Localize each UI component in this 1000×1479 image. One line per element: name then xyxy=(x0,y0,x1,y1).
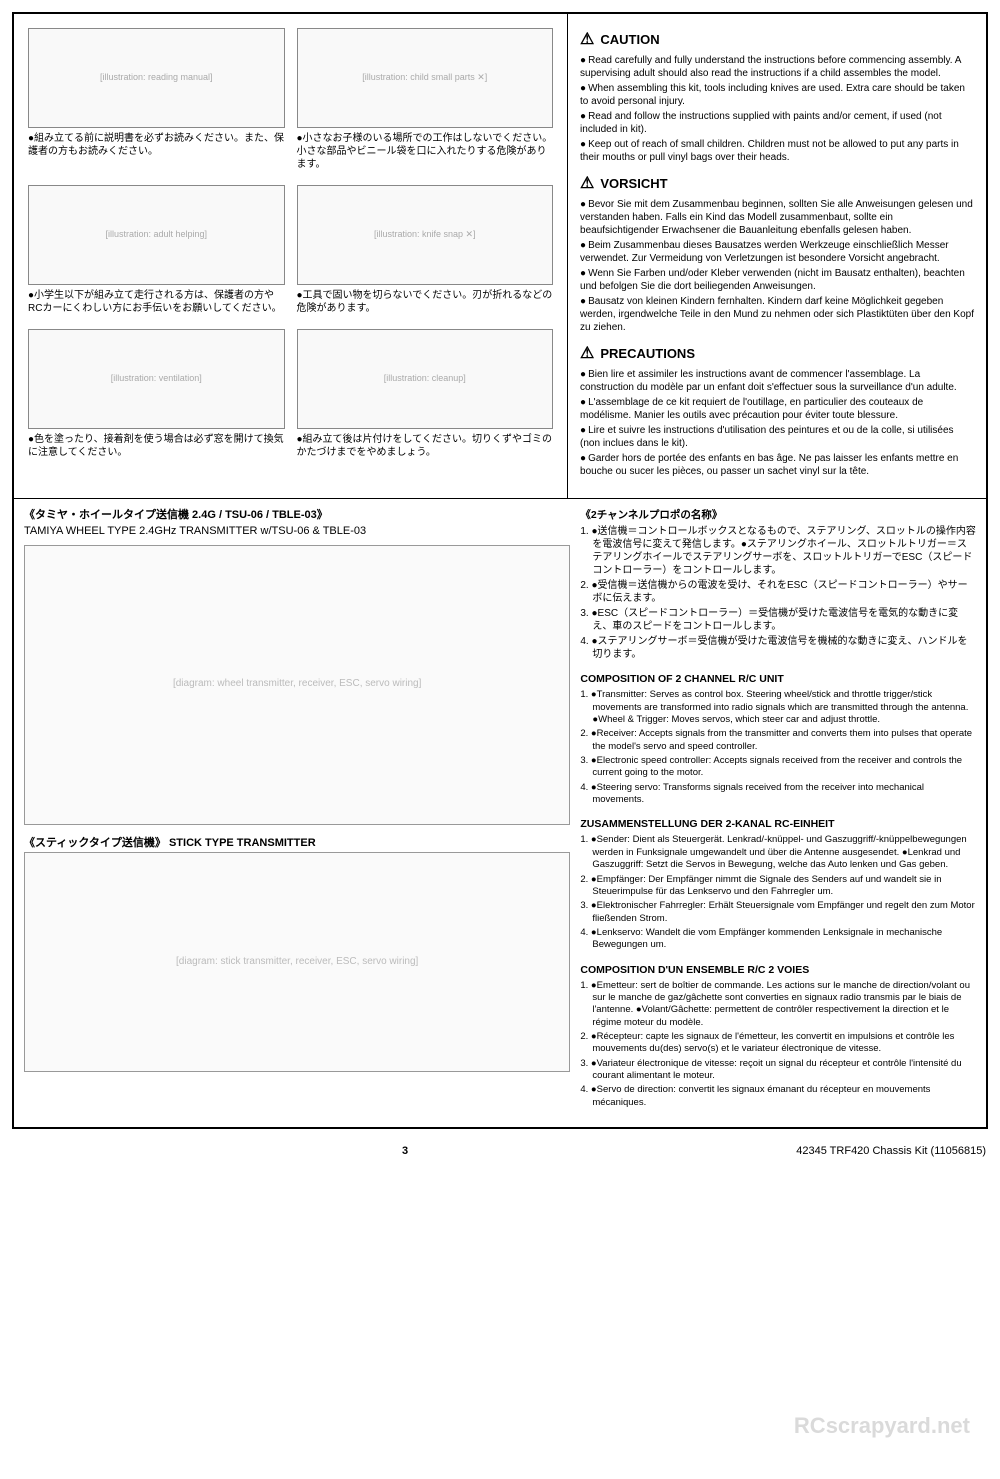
illus-cell-3: [illustration: knife snap ✕] ●工具で固い物を切らな… xyxy=(291,181,560,325)
illus-caption-5: ●組み立て後は片付けをしてください。切りくずやゴミのかたづけまでをやめましょう。 xyxy=(297,433,554,459)
diagrams-column: 《タミヤ・ホイールタイプ送信機 2.4G / TSU-06 / TBLE-03》… xyxy=(24,509,570,1121)
comp-fr-3: 4. ●Servo de direction: convertit les si… xyxy=(580,1084,976,1109)
illus-cell-5: [illustration: cleanup] ●組み立て後は片付けをしてくださ… xyxy=(291,325,560,469)
comp-jp-list: 1. ●送信機＝コントロールボックスとなるもので、ステアリング、スロットルの操作… xyxy=(580,525,976,661)
comp-de-0: 1. ●Sender: Dient als Steuergerät. Lenkr… xyxy=(580,834,976,871)
illus-img-1: [illustration: child small parts ✕] xyxy=(297,28,554,128)
stick-tx-diagram: [diagram: stick transmitter, receiver, E… xyxy=(24,852,570,1072)
illus-img-4: [illustration: ventilation] xyxy=(28,329,285,429)
caution-item-3: Keep out of reach of small children. Chi… xyxy=(580,138,974,164)
wheel-tx-title-jp: 《タミヤ・ホイールタイプ送信機 2.4G / TSU-06 / TBLE-03》 xyxy=(24,509,570,523)
vorsicht-body: Bevor Sie mit dem Zusammenbau beginnen, … xyxy=(580,198,974,334)
comp-en-title: COMPOSITION OF 2 CHANNEL R/C UNIT xyxy=(580,673,976,686)
illus-cell-4: [illustration: ventilation] ●色を塗ったり、接着剤を… xyxy=(22,325,291,469)
comp-en-0: 1. ●Transmitter: Serves as control box. … xyxy=(580,689,976,726)
bottom-section: 《タミヤ・ホイールタイプ送信機 2.4G / TSU-06 / TBLE-03》… xyxy=(14,499,986,1127)
comp-en-1: 2. ●Receiver: Accepts signals from the t… xyxy=(580,728,976,753)
comp-fr-list: 1. ●Emetteur: sert de boîtier de command… xyxy=(580,980,976,1109)
illustration-grid: [illustration: reading manual] ●組み立てる前に説… xyxy=(22,24,559,469)
comp-fr-title: COMPOSITION D'UN ENSEMBLE R/C 2 VOIES xyxy=(580,964,976,977)
wheel-tx-title-en: TAMIYA WHEEL TYPE 2.4GHz TRANSMITTER w/T… xyxy=(24,525,570,539)
illus-caption-3: ●工具で固い物を切らないでください。刃が折れるなどの危険があります。 xyxy=(297,289,554,315)
caution-item-0: Read carefully and fully understand the … xyxy=(580,54,974,80)
illus-cell-0: [illustration: reading manual] ●組み立てる前に説… xyxy=(22,24,291,181)
vorsicht-item-2: Wenn Sie Farben und/oder Kleber verwende… xyxy=(580,267,974,293)
warning-icon: ⚠ xyxy=(580,344,594,364)
caution-item-1: When assembling this kit, tools includin… xyxy=(580,82,974,108)
vorsicht-item-0: Bevor Sie mit dem Zusammenbau beginnen, … xyxy=(580,198,974,237)
precautions-item-2: Lire et suivre les instructions d'utilis… xyxy=(580,424,974,450)
comp-de-3: 4. ●Lenkservo: Wandelt die vom Empfänger… xyxy=(580,927,976,952)
precautions-title: PRECAUTIONS xyxy=(600,346,695,362)
page-frame: [illustration: reading manual] ●組み立てる前に説… xyxy=(12,12,988,1129)
illus-img-5: [illustration: cleanup] xyxy=(297,329,554,429)
illustrations-panel: [illustration: reading manual] ●組み立てる前に説… xyxy=(14,14,568,498)
stick-title-en-text: STICK TYPE TRANSMITTER xyxy=(169,837,316,849)
illus-img-0: [illustration: reading manual] xyxy=(28,28,285,128)
vorsicht-item-1: Beim Zusammenbau dieses Bausatzes werden… xyxy=(580,239,974,265)
comp-en-list: 1. ●Transmitter: Serves as control box. … xyxy=(580,689,976,806)
illus-img-2: [illustration: adult helping] xyxy=(28,185,285,285)
wheel-tx-diagram: [diagram: wheel transmitter, receiver, E… xyxy=(24,545,570,825)
comp-jp-2: 3. ●ESC（スピードコントローラー）＝受信機が受けた電波信号を電気的な動きに… xyxy=(580,607,976,633)
comp-de-1: 2. ●Empfänger: Der Empfänger nimmt die S… xyxy=(580,874,976,899)
comp-de-title: ZUSAMMENSTELLUNG DER 2-KANAL RC-EINHEIT xyxy=(580,818,976,831)
comp-fr-0: 1. ●Emetteur: sert de boîtier de command… xyxy=(580,980,976,1029)
footer-product-id: 42345 TRF420 Chassis Kit (11056815) xyxy=(796,1145,986,1159)
caution-heading: ⚠ CAUTION xyxy=(580,30,974,50)
comp-en-2: 3. ●Electronic speed controller: Accepts… xyxy=(580,755,976,780)
warnings-panel: ⚠ CAUTION Read carefully and fully under… xyxy=(568,14,986,498)
precautions-item-3: Garder hors de portée des enfants en bas… xyxy=(580,452,974,478)
vorsicht-title: VORSICHT xyxy=(600,176,667,192)
stick-tx-title-jp: 《スティックタイプ送信機》 STICK TYPE TRANSMITTER xyxy=(24,837,570,851)
comp-jp-0: 1. ●送信機＝コントロールボックスとなるもので、ステアリング、スロットルの操作… xyxy=(580,525,976,577)
illus-cell-2: [illustration: adult helping] ●小学生以下が組み立… xyxy=(22,181,291,325)
warning-icon: ⚠ xyxy=(580,174,594,194)
composition-column: 《2チャンネルプロポの名称》 1. ●送信機＝コントロールボックスとなるもので、… xyxy=(580,509,976,1121)
illus-caption-0: ●組み立てる前に説明書を必ずお読みください。また、保護者の方もお読みください。 xyxy=(28,132,285,158)
illus-caption-1: ●小さなお子様のいる場所での工作はしないでください。小さな部品やビニール袋を口に… xyxy=(297,132,554,171)
illus-img-3: [illustration: knife snap ✕] xyxy=(297,185,554,285)
page-number: 3 xyxy=(14,1145,796,1159)
vorsicht-item-3: Bausatz von kleinen Kindern fernhalten. … xyxy=(580,295,974,334)
caution-item-2: Read and follow the instructions supplie… xyxy=(580,110,974,136)
warning-icon: ⚠ xyxy=(580,30,594,50)
comp-jp: 《2チャンネルプロポの名称》 1. ●送信機＝コントロールボックスとなるもので、… xyxy=(580,509,976,661)
precautions-heading: ⚠ PRECAUTIONS xyxy=(580,344,974,364)
comp-en-3: 4. ●Steering servo: Transforms signals r… xyxy=(580,782,976,807)
comp-fr-1: 2. ●Récepteur: capte les signaux de l'ém… xyxy=(580,1031,976,1056)
stick-title-jp-text: 《スティックタイプ送信機》 xyxy=(24,837,166,849)
comp-de-list: 1. ●Sender: Dient als Steuergerät. Lenkr… xyxy=(580,834,976,951)
precautions-body: Bien lire et assimiler les instructions … xyxy=(580,368,974,478)
comp-de-2: 3. ●Elektronischer Fahrregler: Erhält St… xyxy=(580,900,976,925)
caution-title: CAUTION xyxy=(600,32,659,48)
vorsicht-heading: ⚠ VORSICHT xyxy=(580,174,974,194)
comp-en: COMPOSITION OF 2 CHANNEL R/C UNIT 1. ●Tr… xyxy=(580,673,976,806)
comp-fr: COMPOSITION D'UN ENSEMBLE R/C 2 VOIES 1.… xyxy=(580,964,976,1110)
comp-jp-title: 《2チャンネルプロポの名称》 xyxy=(580,509,976,522)
watermark: RCscrapyard.net xyxy=(794,1412,970,1440)
comp-fr-2: 3. ●Variateur électronique de vitesse: r… xyxy=(580,1058,976,1083)
comp-jp-1: 2. ●受信機＝送信機からの電波を受け、それをESC（スピードコントローラー）や… xyxy=(580,579,976,605)
page-footer: 3 42345 TRF420 Chassis Kit (11056815) xyxy=(0,1141,1000,1169)
comp-de: ZUSAMMENSTELLUNG DER 2-KANAL RC-EINHEIT … xyxy=(580,818,976,951)
illus-cell-1: [illustration: child small parts ✕] ●小さな… xyxy=(291,24,560,181)
precautions-item-1: L'assemblage de ce kit requiert de l'out… xyxy=(580,396,974,422)
caution-body: Read carefully and fully understand the … xyxy=(580,54,974,164)
precautions-item-0: Bien lire et assimiler les instructions … xyxy=(580,368,974,394)
comp-jp-3: 4. ●ステアリングサーボ＝受信機が受けた電波信号を機械的な動きに変え、ハンドル… xyxy=(580,635,976,661)
illus-caption-4: ●色を塗ったり、接着剤を使う場合は必ず窓を開けて換気に注意してください。 xyxy=(28,433,285,459)
top-section: [illustration: reading manual] ●組み立てる前に説… xyxy=(14,14,986,499)
illus-caption-2: ●小学生以下が組み立て走行される方は、保護者の方やRCカーにくわしい方にお手伝い… xyxy=(28,289,285,315)
